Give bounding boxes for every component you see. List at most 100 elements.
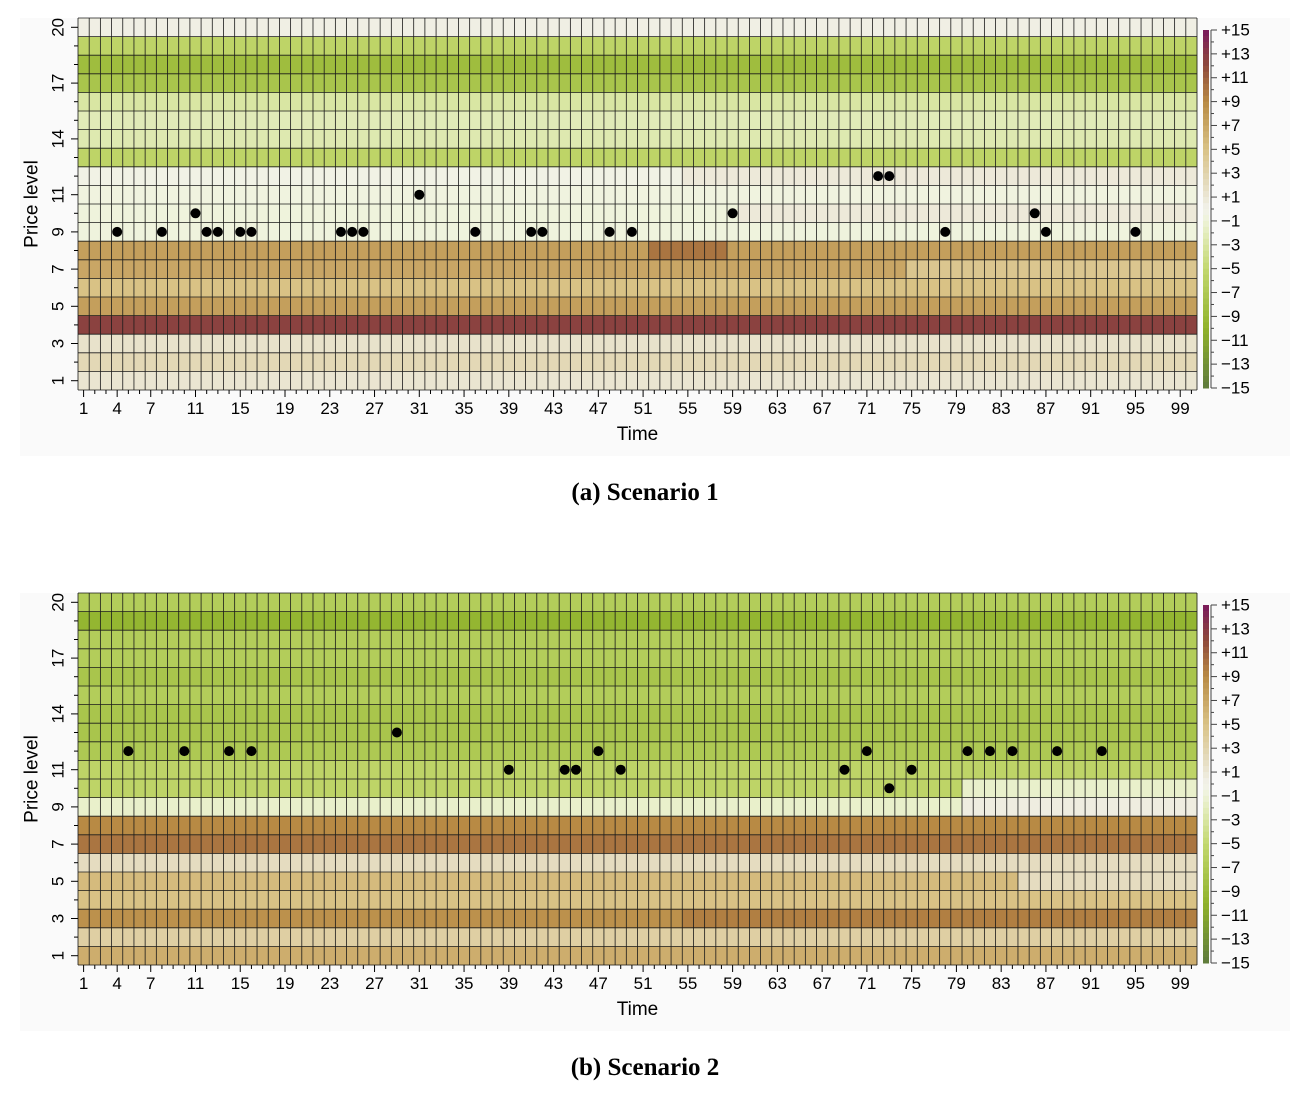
heatmap-cell <box>89 111 101 130</box>
heatmap-cell <box>492 73 504 93</box>
heatmap-cell <box>928 723 940 743</box>
heatmap-cell <box>637 630 649 650</box>
heatmap-cell <box>962 909 974 929</box>
heatmap-cell <box>380 667 392 687</box>
heatmap-cell <box>894 222 907 242</box>
heatmap-cell <box>816 278 829 298</box>
heatmap-cell <box>223 278 235 298</box>
heatmap-cell <box>357 909 370 929</box>
heatmap-cell <box>603 927 616 947</box>
data-point <box>839 764 850 775</box>
heatmap-cell <box>145 18 157 37</box>
heatmap-cell <box>950 779 963 798</box>
heatmap-cell <box>257 853 269 873</box>
heatmap-cell <box>447 779 459 798</box>
heatmap-cell <box>234 73 247 93</box>
heatmap-cell <box>928 148 940 168</box>
heatmap-cell <box>89 148 101 168</box>
heatmap-cell <box>782 648 795 668</box>
heatmap-cell <box>1129 946 1142 966</box>
heatmap-cell <box>738 834 750 854</box>
heatmap-cell <box>1129 92 1142 112</box>
heatmap-cell <box>1141 909 1153 929</box>
heatmap-cell <box>782 259 795 279</box>
heatmap-cell <box>290 297 303 316</box>
heatmap-cell <box>1129 73 1142 93</box>
heatmap-cell <box>279 204 291 223</box>
heatmap-cell <box>1073 593 1086 612</box>
heatmap-cell <box>715 315 728 335</box>
heatmap-cell <box>738 111 750 130</box>
colorbar-label: +7 <box>1221 116 1240 135</box>
heatmap-cell <box>480 630 493 650</box>
heatmap-cell <box>178 760 191 780</box>
heatmap-cell <box>346 704 359 724</box>
heatmap-cell <box>145 92 157 112</box>
heatmap-cell <box>458 315 470 335</box>
heatmap-cell <box>950 352 963 372</box>
heatmap-cell <box>189 946 202 966</box>
heatmap-cell <box>738 129 750 149</box>
heatmap-cell <box>145 872 157 891</box>
heatmap-cell <box>592 704 605 724</box>
heatmap-cell <box>100 315 112 335</box>
heatmap-cell <box>861 371 873 391</box>
colorbar-segment <box>1203 143 1209 150</box>
heatmap-cell <box>368 36 381 56</box>
heatmap-cell <box>950 222 963 242</box>
heatmap-cell <box>939 834 952 854</box>
heatmap-cell <box>212 723 224 743</box>
colorbar-label: −5 <box>1221 834 1240 853</box>
heatmap-cell <box>805 593 817 612</box>
heatmap-cell <box>771 55 784 75</box>
heatmap-cell <box>782 73 795 93</box>
heatmap-cell <box>861 222 873 242</box>
heatmap-cell <box>827 927 840 947</box>
heatmap-cell <box>603 166 616 186</box>
heatmap-cell <box>469 315 482 335</box>
heatmap-cell <box>212 741 224 761</box>
heatmap-cell <box>223 797 235 817</box>
heatmap-cell <box>648 148 661 168</box>
heatmap-cell <box>727 297 739 316</box>
heatmap-cell <box>133 129 146 149</box>
heatmap-cell <box>1051 315 1064 335</box>
heatmap-cell <box>111 593 124 612</box>
heatmap-cell <box>760 853 773 873</box>
heatmap-cell <box>950 204 963 223</box>
heatmap-cell <box>1163 259 1175 279</box>
heatmap-cell <box>268 741 280 761</box>
heatmap-cell <box>1006 779 1019 798</box>
heatmap-cell <box>771 204 784 223</box>
colorbar-segment <box>1203 298 1209 305</box>
heatmap-cell <box>962 611 974 631</box>
heatmap-cell <box>223 946 235 966</box>
heatmap-cell <box>615 667 627 687</box>
heatmap-cell <box>492 686 504 705</box>
heatmap-cell <box>547 593 560 612</box>
heatmap-cell <box>1040 853 1052 873</box>
heatmap-cell <box>973 352 985 372</box>
heatmap-cell <box>615 648 627 668</box>
heatmap-cell <box>861 92 873 112</box>
heatmap-cell <box>268 18 280 37</box>
data-point <box>156 226 167 237</box>
heatmap-cell <box>268 371 280 391</box>
heatmap-cell <box>324 204 336 223</box>
heatmap-cell <box>1174 204 1187 223</box>
heatmap-cell <box>603 909 616 929</box>
heatmap-cell <box>223 334 235 354</box>
heatmap-cell <box>816 297 829 316</box>
heatmap-cell <box>413 909 426 929</box>
heatmap-cell <box>189 371 202 391</box>
heatmap-cell <box>659 704 672 724</box>
heatmap-cell <box>514 630 526 650</box>
colorbar-label: −11 <box>1221 906 1249 925</box>
heatmap-cell <box>525 686 538 705</box>
heatmap-cell <box>458 834 470 854</box>
heatmap-cell <box>447 593 459 612</box>
heatmap-cell <box>794 834 806 854</box>
heatmap-cell <box>458 334 470 354</box>
heatmap-cell <box>1006 36 1019 56</box>
heatmap-cell <box>906 779 918 798</box>
